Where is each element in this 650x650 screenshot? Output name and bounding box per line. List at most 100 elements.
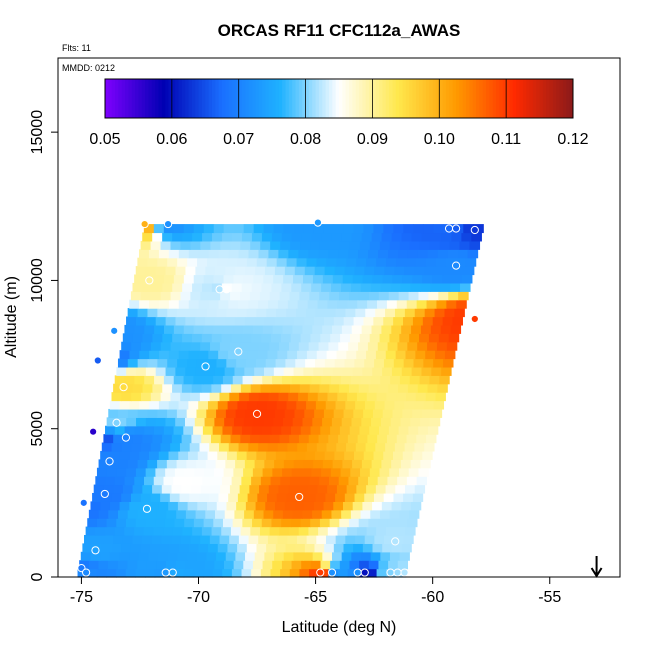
sample-point: [161, 568, 170, 577]
heatmap-cell: [349, 425, 361, 435]
heatmap-cell: [369, 240, 381, 250]
heatmap-cell: [377, 476, 389, 486]
heatmap-cell: [228, 299, 239, 309]
heatmap-cell: [342, 366, 354, 376]
heatmap-cell: [463, 266, 475, 276]
heatmap-cell: [269, 291, 281, 301]
heatmap-cell: [277, 442, 289, 452]
heatmap-cell: [322, 551, 333, 561]
heatmap-cell: [385, 484, 396, 494]
heatmap-cell: [142, 434, 153, 444]
heatmap-cell: [200, 484, 212, 494]
heatmap-cell: [230, 291, 241, 301]
heatmap-cell: [289, 568, 301, 578]
heatmap-cell: [258, 392, 270, 402]
heatmap-cell: [130, 492, 142, 502]
heatmap-cell: [401, 366, 413, 376]
sample-point: [110, 326, 119, 335]
heatmap-cell: [156, 560, 167, 570]
colorbar-swatch: [315, 79, 320, 118]
heatmap-cell: [379, 509, 391, 519]
colorbar-swatch: [476, 79, 480, 118]
heatmap-cell: [298, 434, 310, 444]
heatmap-cell: [308, 434, 320, 444]
heatmap-cell: [386, 434, 398, 444]
heatmap-cell: [266, 400, 278, 410]
heatmap-cell: [220, 434, 232, 444]
heatmap-cell: [191, 434, 202, 444]
heatmap-cell: [255, 266, 266, 276]
heatmap-cell: [360, 282, 372, 292]
heatmap-field: [77, 224, 484, 578]
heatmap-cell: [162, 232, 173, 242]
heatmap-cell: [282, 324, 294, 334]
heatmap-cell: [424, 442, 435, 452]
heatmap-cell: [420, 324, 432, 334]
heatmap-cell: [381, 501, 393, 511]
heatmap-cell: [368, 291, 380, 301]
heatmap-cell: [278, 249, 289, 259]
heatmap-cell: [362, 501, 373, 511]
sample-points: [77, 218, 479, 577]
heatmap-cell: [181, 434, 193, 444]
heatmap-cell: [117, 358, 129, 368]
heatmap-cell: [310, 240, 321, 250]
heatmap-cell: [318, 434, 329, 444]
heatmap-cell: [190, 392, 201, 402]
heatmap-cell: [127, 358, 139, 368]
heatmap-cell: [180, 240, 192, 250]
heatmap-cell: [277, 299, 289, 309]
heatmap-cell: [361, 459, 373, 469]
heatmap-cell: [175, 417, 186, 427]
heatmap-cell: [178, 249, 190, 259]
heatmap-cell: [293, 224, 305, 234]
heatmap-cell: [406, 392, 417, 402]
heatmap-cell: [351, 324, 363, 334]
heatmap-cell: [343, 316, 355, 326]
heatmap-cell: [350, 467, 361, 477]
heatmap-cell: [155, 417, 166, 427]
heatmap-cell: [357, 434, 369, 444]
heatmap-cell: [172, 526, 184, 536]
heatmap-cell: [215, 509, 226, 519]
heatmap-cell: [218, 492, 229, 502]
heatmap-cell: [348, 249, 359, 259]
heatmap-cell: [346, 484, 357, 494]
heatmap-cell: [201, 282, 213, 292]
heatmap-cell: [139, 400, 150, 410]
heatmap-cell: [131, 392, 142, 402]
heatmap-cell: [222, 425, 233, 435]
heatmap-cell: [210, 291, 221, 301]
heatmap-cell: [364, 492, 375, 502]
heatmap-cell: [222, 375, 234, 385]
colorbar-swatch: [419, 79, 424, 118]
heatmap-cell: [275, 501, 286, 511]
heatmap-cell: [457, 249, 469, 259]
heatmap-cell: [153, 425, 165, 435]
heatmap-cell: [341, 417, 353, 427]
heatmap-cell: [277, 534, 288, 544]
heatmap-cell: [179, 492, 190, 502]
heatmap-cell: [160, 341, 172, 351]
heatmap-cell: [229, 534, 240, 544]
heatmap-cell: [231, 476, 242, 486]
heatmap-cell: [241, 333, 252, 343]
colorbar-swatch: [295, 79, 300, 118]
heatmap-cell: [226, 257, 238, 267]
heatmap-cell: [205, 459, 217, 469]
heatmap-cell: [379, 333, 391, 343]
heatmap-cell: [168, 400, 180, 410]
heatmap-cell: [414, 442, 425, 452]
heatmap-cell: [382, 366, 393, 376]
heatmap-cell: [246, 358, 257, 368]
heatmap-cell: [226, 308, 238, 318]
heatmap-cell: [361, 324, 373, 334]
heatmap-cell: [280, 383, 291, 393]
heatmap-cell: [98, 459, 109, 469]
colorbar-swatch: [165, 79, 170, 118]
heatmap-cell: [347, 299, 358, 309]
heatmap-cell: [299, 568, 310, 578]
heatmap-cell: [119, 350, 131, 360]
heatmap-cell: [286, 492, 297, 502]
heatmap-cell: [220, 291, 231, 301]
